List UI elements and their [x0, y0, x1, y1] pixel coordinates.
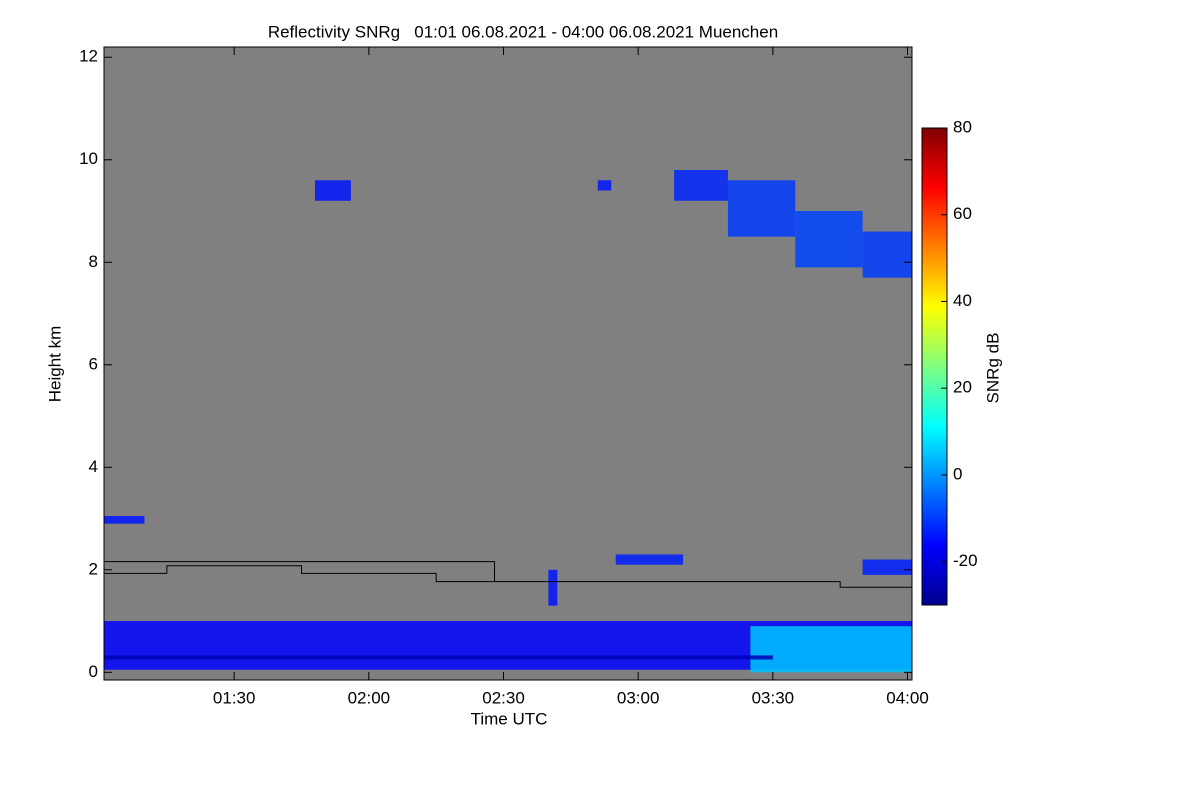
chart-title: Reflectivity SNRg 01:01 06.08.2021 - 04:…	[268, 22, 778, 41]
echo-cell	[597, 180, 612, 191]
x-tick-label: 02:00	[348, 688, 391, 707]
x-tick-label: 02:30	[482, 688, 525, 707]
plot-frame	[103, 46, 913, 681]
colorbar-tick-label: 40	[953, 291, 972, 310]
echo-cell	[314, 180, 351, 201]
echo-cell	[104, 515, 145, 524]
step-line	[104, 565, 912, 588]
y-tick-label: 0	[89, 662, 98, 681]
colorbar-tick-label: -20	[953, 551, 978, 570]
colorbar-tick-label: 20	[953, 378, 972, 397]
echo-cell	[795, 211, 863, 268]
echo-cell	[104, 655, 773, 660]
x-tick-label: 03:30	[752, 688, 795, 707]
echo-cell	[750, 626, 912, 673]
echo-cell	[862, 559, 912, 575]
plot-background	[104, 47, 912, 680]
y-tick-label: 2	[89, 559, 98, 578]
echo-cell	[727, 180, 796, 237]
y-tick-label: 8	[89, 252, 98, 271]
x-tick-label: 01:30	[213, 688, 256, 707]
colorbar-label: SNRg dB	[983, 333, 1002, 404]
x-axis-label: Time UTC	[471, 709, 548, 728]
y-tick-label: 4	[89, 457, 98, 476]
colorbar-tick-label: 80	[953, 117, 972, 136]
echo-cell	[862, 231, 912, 278]
y-tick-label: 6	[89, 354, 98, 373]
y-axis-label: Height km	[45, 326, 64, 403]
colorbar-tick-label: 60	[953, 204, 972, 223]
x-tick-label: 03:00	[617, 688, 660, 707]
echo-cell	[615, 554, 684, 565]
step-line	[104, 561, 496, 582]
echo-cell	[548, 569, 558, 606]
colorbar-tick-label: 0	[953, 464, 962, 483]
echo-cell	[674, 170, 728, 201]
y-tick-label: 10	[79, 149, 98, 168]
y-tick-label: 12	[79, 47, 98, 66]
x-tick-label: 04:00	[886, 688, 929, 707]
colorbar	[921, 127, 948, 606]
